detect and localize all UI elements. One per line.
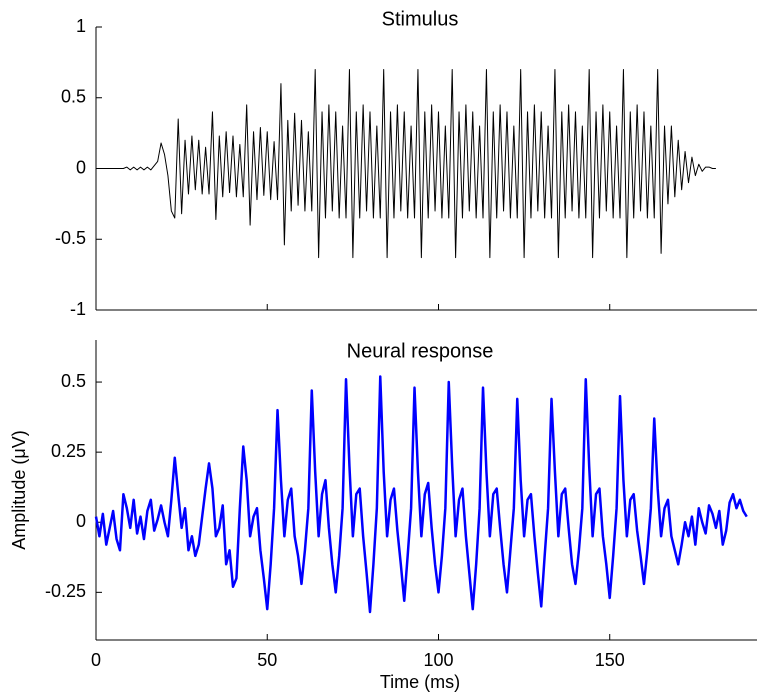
- y-tick-label: 0: [76, 157, 86, 177]
- y-tick-label: 0: [76, 511, 86, 531]
- y-tick-label: -1: [70, 299, 86, 319]
- y-tick-label: 0.5: [61, 371, 86, 391]
- y-axis-label: Amplitude (μV): [9, 430, 29, 549]
- y-tick-label: -0.5: [55, 228, 86, 248]
- x-tick-label: 50: [257, 650, 277, 670]
- x-tick-label: 100: [423, 650, 453, 670]
- y-tick-label: 0.5: [61, 87, 86, 107]
- y-tick-label: -0.25: [45, 581, 86, 601]
- data-line: [96, 68, 716, 259]
- x-axis-label: Time (ms): [380, 672, 460, 692]
- x-tick-label: 0: [91, 650, 101, 670]
- y-tick-label: 0.25: [51, 441, 86, 461]
- chart-title: Stimulus: [382, 8, 459, 30]
- x-tick-label: 150: [595, 650, 625, 670]
- chart-title: Neural response: [347, 340, 494, 362]
- data-line: [94, 375, 748, 614]
- y-tick-label: 1: [76, 16, 86, 36]
